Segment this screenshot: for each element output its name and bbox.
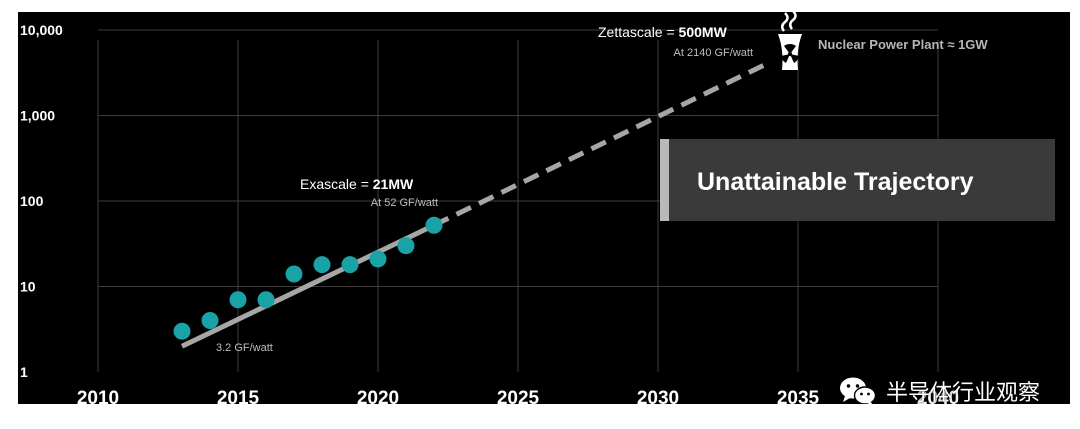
x-tick-label: 2020 xyxy=(357,388,399,404)
data-point xyxy=(369,250,387,268)
exascale-efficiency: At 52 GF/watt xyxy=(371,197,438,209)
projection-dashed-line xyxy=(432,59,772,228)
x-axis-ticks: 2010 2015 2020 2025 2030 2035 2040 xyxy=(77,388,959,404)
x-tick-label: 2010 xyxy=(77,388,119,404)
trajectory-box: Unattainable Trajectory xyxy=(660,139,1055,221)
start-efficiency: 3.2 GF/watt xyxy=(216,342,273,354)
zettascale-efficiency: At 2140 GF/watt xyxy=(674,47,753,59)
zettascale-label-prefix: Zettascale = xyxy=(598,24,679,40)
zettascale-label: Zettascale = 500MW xyxy=(598,24,728,40)
line-layer xyxy=(180,59,772,349)
x-tick-label: 2025 xyxy=(497,388,540,404)
y-axis-ticks: 1 10 100 1,000 10,000 xyxy=(20,22,63,380)
trajectory-box-bg xyxy=(660,139,1055,221)
data-point xyxy=(313,256,331,274)
watermark-text: 半导体行业观察 xyxy=(885,381,1040,404)
zettascale-power: 500MW xyxy=(679,24,728,40)
exascale-power: 21MW xyxy=(373,176,414,192)
x-tick-label: 2030 xyxy=(637,388,679,404)
x-tick-label: 2040 xyxy=(917,388,959,404)
watermark: 半导体行业观察 xyxy=(838,374,1040,404)
trend-line xyxy=(180,223,436,349)
x-tick-label: 2035 xyxy=(777,388,820,404)
data-point xyxy=(229,291,247,309)
wechat-icon xyxy=(839,377,877,404)
trajectory-box-bar xyxy=(660,139,669,221)
chart-panel: 1 10 100 1,000 10,000 2010 2015 2020 2025 2030 20… xyxy=(18,12,1070,404)
y-tick-label: 10,000 xyxy=(20,22,63,38)
exascale-label: Exascale = 21MW xyxy=(300,176,414,192)
y-tick-label: 1,000 xyxy=(20,108,55,124)
data-point xyxy=(173,322,191,340)
data-point xyxy=(201,312,219,330)
nuclear-plant-icon xyxy=(778,12,802,70)
data-point xyxy=(341,256,359,274)
y-tick-label: 10 xyxy=(20,279,36,295)
nuclear-plant-label: Nuclear Power Plant ≈ 1GW xyxy=(818,37,988,52)
grid-layer xyxy=(97,29,939,372)
data-point xyxy=(285,265,303,283)
data-point xyxy=(397,237,415,255)
trajectory-box-label: Unattainable Trajectory xyxy=(697,168,974,196)
dot-layer xyxy=(173,216,443,340)
y-tick-label: 1 xyxy=(20,364,28,380)
data-point xyxy=(257,291,275,309)
data-point xyxy=(425,216,443,234)
y-tick-label: 100 xyxy=(20,193,44,209)
exascale-label-prefix: Exascale = xyxy=(300,176,373,192)
x-tick-label: 2015 xyxy=(217,388,260,404)
